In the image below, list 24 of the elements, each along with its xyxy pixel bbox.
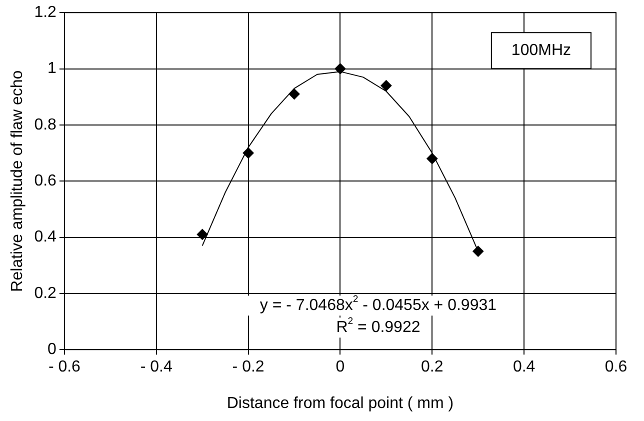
- point: [426, 153, 438, 164]
- point: [334, 63, 346, 74]
- x-tick-label: 0.4: [512, 358, 536, 376]
- x-tick-label: 0.6: [604, 358, 628, 376]
- annotation: 100MHz: [511, 42, 571, 60]
- point: [380, 80, 392, 92]
- x-axis-title: Distance from focal point ( mm ): [226, 394, 454, 412]
- x-tick-label: 0: [336, 358, 345, 376]
- y-tick-label: 0.2: [34, 284, 57, 302]
- y-tick-label: 0.6: [34, 172, 57, 190]
- x-tick-label: - 0.2: [232, 358, 264, 376]
- y-tick-label: 1: [48, 60, 57, 78]
- point: [472, 246, 484, 257]
- x-tick-label: - 0.4: [140, 358, 172, 376]
- x-tick-label: - 0.6: [48, 358, 81, 376]
- y-tick-label: 0: [48, 341, 57, 358]
- y-axis-title: Relative amplitude of flaw echo: [9, 70, 26, 292]
- point: [242, 148, 254, 159]
- point: [288, 88, 300, 100]
- point: [196, 228, 208, 240]
- y-tick-label: 0.8: [34, 116, 57, 134]
- y-tick-label: 0.4: [34, 228, 57, 246]
- y-tick-label: 1.2: [34, 4, 57, 22]
- x-tick-label: 0.2: [421, 358, 444, 376]
